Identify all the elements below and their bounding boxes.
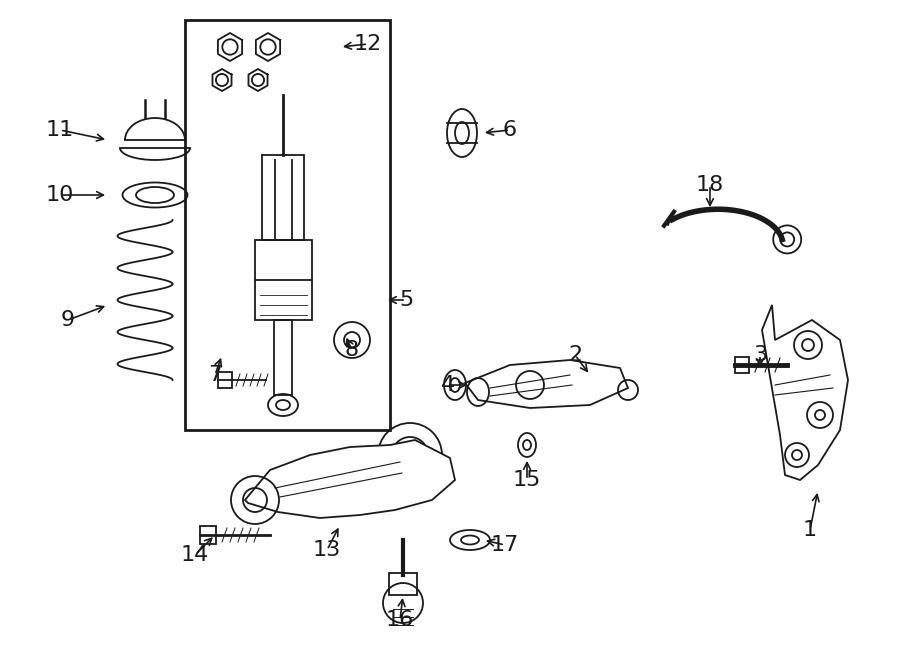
Text: 10: 10 [46,185,74,205]
Text: 18: 18 [696,175,725,195]
Text: 3: 3 [753,345,767,365]
Polygon shape [762,305,848,480]
Text: 4: 4 [441,375,455,395]
Text: 7: 7 [208,365,222,385]
Bar [389,573,417,595]
Text: 16: 16 [386,610,414,630]
Text: 17: 17 [491,535,519,555]
Text: 9: 9 [61,310,75,330]
Bar [200,526,216,544]
Bar [274,320,292,395]
Bar [735,357,749,373]
Text: 1: 1 [803,520,817,540]
Text: 14: 14 [181,545,209,565]
Text: 6: 6 [503,120,517,140]
Bar [185,20,390,430]
Text: 12: 12 [354,34,382,54]
Bar [218,372,232,388]
Polygon shape [245,440,455,518]
Text: 8: 8 [345,340,359,360]
Bar [262,155,304,240]
Text: 5: 5 [399,290,413,310]
Text: 15: 15 [513,470,541,490]
Bar [255,240,312,320]
Text: 11: 11 [46,120,74,140]
Text: 13: 13 [313,540,341,560]
Text: 2: 2 [568,345,582,365]
Polygon shape [465,360,628,408]
